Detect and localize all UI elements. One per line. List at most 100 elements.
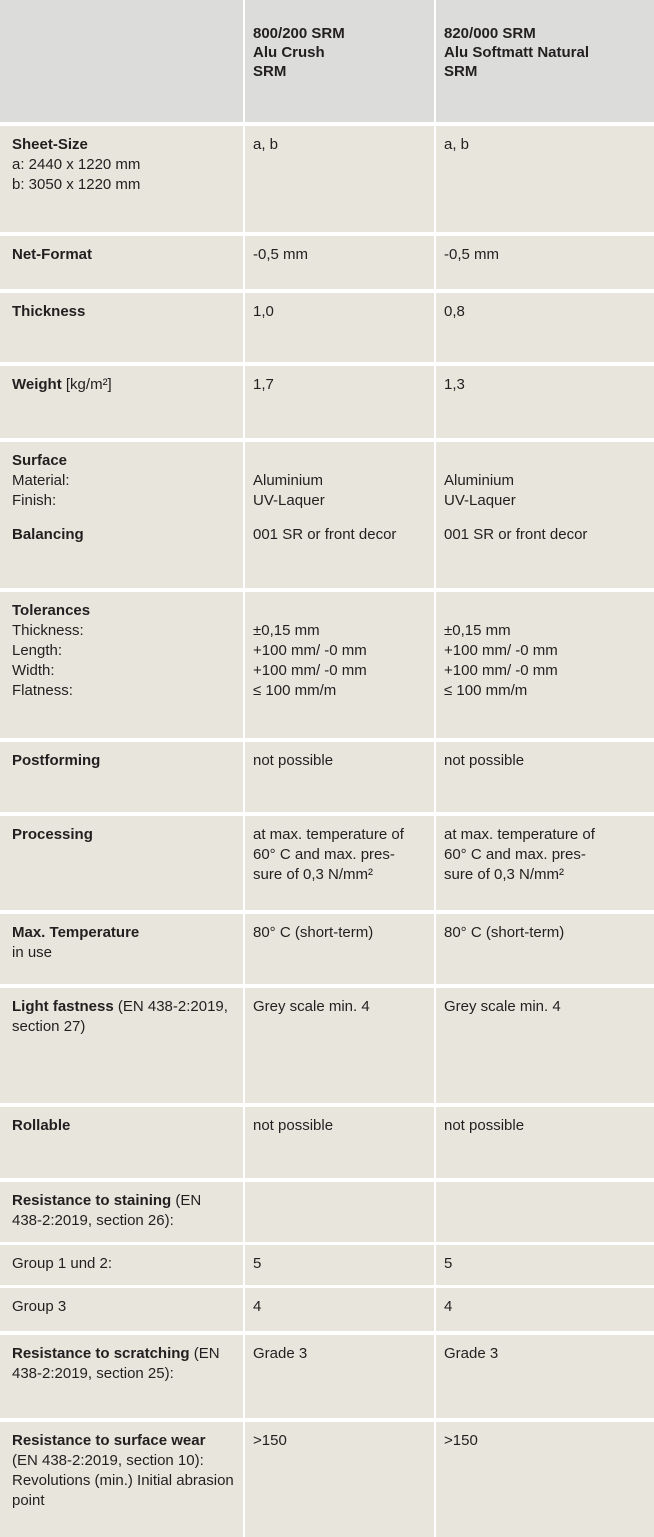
value-cell [436, 1182, 654, 1242]
label-line: Max. Temperature [12, 923, 235, 943]
table-row: Rollable not possible not possible [0, 1107, 654, 1178]
cell-value: Grey scale min. 4 [444, 997, 646, 1017]
cell-value: >150 [253, 1431, 426, 1451]
cell-value: Grey scale min. 4 [253, 997, 426, 1017]
row-note: a: 2440 x 1220 mm [12, 155, 235, 175]
cell-value: a, b [253, 135, 426, 155]
label-line: Surface [12, 451, 235, 471]
label-line: Sheet-Size [12, 135, 235, 155]
product-name: Alu Crush [253, 43, 426, 62]
product-line: SRM [444, 62, 646, 81]
group-value: 4 [444, 1297, 646, 1317]
row-label: Resistance to surface wear [12, 1432, 205, 1449]
label-cell: Resistance to surface wear (EN 438-2:201… [0, 1422, 243, 1537]
cell-value: 001 SR or front decor [253, 525, 426, 545]
cell-value: ±0,15 mm [444, 621, 646, 641]
row-label: Resistance to scratching [12, 1345, 190, 1362]
value-cell: 001 SR or front decor [436, 516, 654, 588]
value-cell: ±0,15 mm+100 mm/ -0 mm+100 mm/ -0 mm≤ 10… [245, 592, 434, 738]
group-label: Group 3 [12, 1297, 235, 1317]
row-item: Length: [12, 641, 235, 661]
label-cell: Max. Temperature in use [0, 914, 243, 984]
cell-value: 80° C (short-term) [444, 923, 646, 943]
value-cell: Grey scale min. 4 [436, 988, 654, 1103]
table-row: Light fastness (EN 438-2:2019, section 2… [0, 988, 654, 1103]
label-line: Processing [12, 825, 235, 845]
product-code: 800/200 SRM [253, 24, 426, 43]
row-label: Max. Temperature [12, 924, 139, 941]
table-row: Resistance to surface wear (EN 438-2:201… [0, 1422, 654, 1537]
cell-value: Grade 3 [253, 1344, 426, 1364]
cell-value: +100 mm/ -0 mm [253, 661, 426, 681]
cell-value: not possible [444, 751, 646, 771]
row-label: Processing [12, 826, 93, 843]
label-cell: Resistance to scratching (EN 438-2:2019,… [0, 1335, 243, 1418]
row-label: Weight [12, 376, 62, 393]
cell-value: UV-Laquer [253, 491, 426, 511]
cell-value: 001 SR or front decor [444, 525, 646, 545]
label-line: Tolerances [12, 601, 235, 621]
cell-value: not possible [253, 1116, 426, 1136]
row-label: Sheet-Size [12, 136, 88, 153]
label-line: Resistance to surface wear (EN 438-2:201… [12, 1431, 235, 1511]
label-line: Weight [kg/m²] [12, 375, 235, 395]
cell-value: 1,0 [253, 302, 426, 322]
value-cell: Grade 3 [245, 1335, 434, 1418]
value-cell: not possible [436, 742, 654, 812]
cell-value: sure of 0,3 N/mm² [253, 865, 426, 885]
cell-value: not possible [253, 751, 426, 771]
label-cell: Group 1 und 2: [0, 1245, 243, 1285]
label-line: Resistance to staining (EN 438-2:2019, s… [12, 1191, 235, 1231]
cell-value: -0,5 mm [253, 245, 426, 265]
value-cell: 4 [245, 1288, 434, 1331]
spacer [253, 601, 426, 621]
row-label: Rollable [12, 1117, 70, 1134]
label-cell: Balancing [0, 516, 243, 588]
group-value: 5 [444, 1254, 646, 1274]
value-cell: 4 [436, 1288, 654, 1331]
row-note: in use [12, 943, 235, 963]
cell-value: >150 [444, 1431, 646, 1451]
group-value: 4 [253, 1297, 426, 1317]
cell-value: 0,8 [444, 302, 646, 322]
table-row: Resistance to scratching (EN 438-2:2019,… [0, 1335, 654, 1418]
value-cell: 5 [436, 1245, 654, 1285]
header-cell [0, 0, 243, 122]
table-row: Postforming not possible not possible [0, 742, 654, 812]
row-item: Finish: [12, 491, 235, 511]
cell-value: not possible [444, 1116, 646, 1136]
cell-value: +100 mm/ -0 mm [444, 661, 646, 681]
spacer [253, 451, 426, 471]
cell-value: Aluminium [253, 471, 426, 491]
spacer [444, 451, 646, 471]
value-cell: Grade 3 [436, 1335, 654, 1418]
value-cell: 1,3 [436, 366, 654, 438]
cell-value: +100 mm/ -0 mm [444, 641, 646, 661]
value-cell: >150 [245, 1422, 434, 1537]
label-line: Postforming [12, 751, 235, 771]
value-cell: not possible [245, 742, 434, 812]
row-item: Width: [12, 661, 235, 681]
value-cell: -0,5 mm [436, 236, 654, 289]
value-cell: not possible [245, 1107, 434, 1178]
row-label: Postforming [12, 752, 100, 769]
product-code: 820/000 SRM [444, 24, 646, 43]
label-cell: Postforming [0, 742, 243, 812]
cell-value: a, b [444, 135, 646, 155]
value-cell: 5 [245, 1245, 434, 1285]
label-line: Net-Format [12, 245, 235, 265]
label-line: Thickness [12, 302, 235, 322]
label-line: Rollable [12, 1116, 235, 1136]
cell-value: 1,7 [253, 375, 426, 395]
cell-value: at max. temperature of [444, 825, 646, 845]
